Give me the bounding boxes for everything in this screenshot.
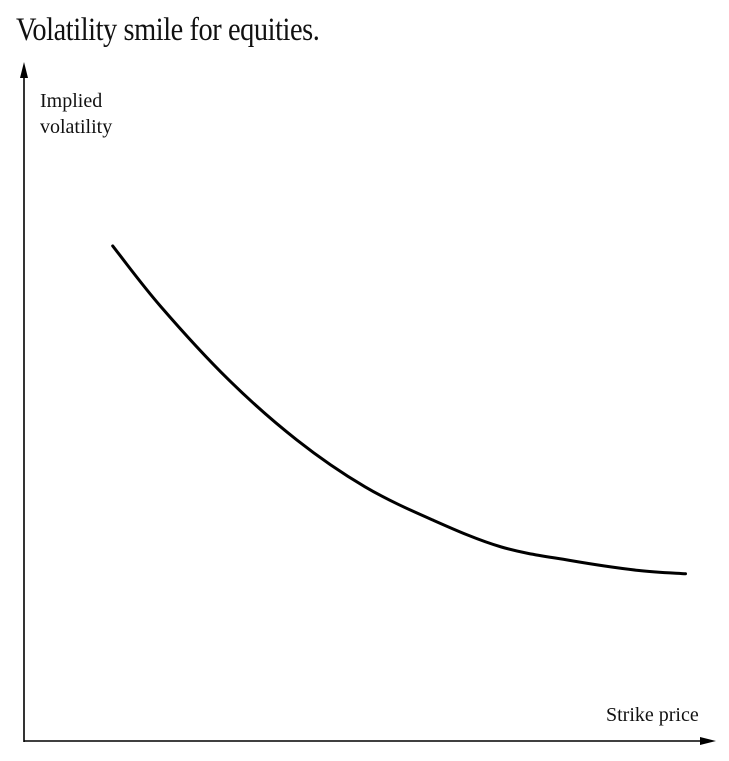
chart-title: Volatility smile for equities. <box>16 12 320 48</box>
y-axis-label-line-1: Implied <box>40 90 103 112</box>
y-axis-label-line-2: volatility <box>40 116 113 138</box>
x-axis-arrowhead <box>700 737 716 745</box>
y-axis-arrowhead <box>20 62 28 78</box>
y-axis-label: Implied volatility <box>40 88 112 140</box>
x-axis-label: Strike price <box>606 704 699 726</box>
implied-volatility-curve <box>111 244 687 576</box>
